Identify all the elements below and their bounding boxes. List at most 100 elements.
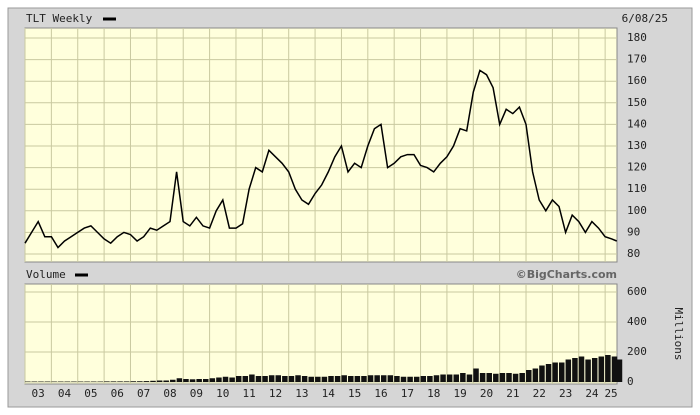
volume-bar <box>611 356 618 382</box>
y-tick-label: 0 <box>627 375 634 388</box>
x-tick-label: 20 <box>480 387 493 400</box>
volume-bar <box>598 356 605 382</box>
volume-bar <box>578 356 585 382</box>
volume-bar <box>486 373 492 382</box>
volume-bar <box>493 373 499 382</box>
y-tick-label: 200 <box>627 345 647 358</box>
volume-bar <box>183 379 189 382</box>
x-tick-label: 04 <box>58 387 72 400</box>
volume-bar <box>552 362 558 382</box>
volume-bar <box>301 376 308 382</box>
x-tick-label: 06 <box>111 387 124 400</box>
volume-bar <box>348 376 354 382</box>
volume-bar <box>268 375 275 382</box>
volume-bar <box>308 376 314 382</box>
volume-bar <box>380 375 387 382</box>
volume-bar <box>328 376 334 382</box>
chart-title: TLT Weekly <box>26 12 93 25</box>
x-tick-label: 14 <box>322 387 336 400</box>
volume-bar <box>526 370 532 382</box>
annotation: ©BigCharts.com <box>516 268 617 281</box>
volume-bar <box>374 375 380 382</box>
volume-bar <box>288 376 295 382</box>
volume-bar <box>440 374 446 382</box>
y-tick-label: 100 <box>627 204 647 217</box>
volume-bar <box>585 359 591 382</box>
x-tick-label: 10 <box>216 387 229 400</box>
volume-bar <box>532 368 539 382</box>
y-tick-label: 80 <box>627 247 640 260</box>
date-label: 6/08/25 <box>622 12 668 25</box>
volume-bar <box>321 376 328 382</box>
y-tick-label: 130 <box>627 139 647 152</box>
volume-bar <box>545 364 552 382</box>
y-tick-label: 90 <box>627 225 640 238</box>
volume-plot <box>24 283 618 385</box>
volume-bar <box>460 373 466 382</box>
volume-bar <box>170 379 176 382</box>
volume-bar <box>473 368 479 382</box>
volume-title: Volume <box>26 268 66 281</box>
x-tick-label: 23 <box>559 387 572 400</box>
x-tick-label: 05 <box>84 387 97 400</box>
x-tick-label: 03 <box>32 387 45 400</box>
x-tick-label: 24 <box>585 387 599 400</box>
volume-bar <box>150 380 156 382</box>
volume-bar <box>156 380 163 382</box>
y-tick-label: 110 <box>627 182 647 195</box>
price-plot <box>24 27 618 263</box>
y-axis-label: Millions <box>672 308 685 361</box>
volume-bar <box>506 373 512 382</box>
volume-bar <box>315 376 321 382</box>
volume-bar <box>163 380 169 382</box>
y-tick-label: 180 <box>627 31 647 44</box>
y-tick-label: 120 <box>627 161 647 174</box>
x-tick-label: 08 <box>163 387 176 400</box>
volume-bar <box>104 381 110 382</box>
volume-bar <box>427 376 433 382</box>
volume-bar <box>367 375 374 382</box>
volume-bar <box>453 374 460 382</box>
volume-bar <box>216 377 222 382</box>
x-tick-label: 17 <box>401 387 414 400</box>
volume-bar <box>176 378 183 382</box>
x-tick-label: 09 <box>190 387 203 400</box>
volume-bar <box>394 376 400 382</box>
volume-bar <box>222 376 229 382</box>
y-tick-label: 150 <box>627 96 647 109</box>
volume-bar <box>479 373 486 382</box>
x-tick-label: 25 <box>604 387 617 400</box>
volume-bar <box>499 373 506 382</box>
volume-bar <box>123 381 130 382</box>
volume-bar <box>130 381 136 382</box>
volume-bar <box>202 379 209 382</box>
volume-bar <box>519 373 525 382</box>
volume-bar <box>572 358 578 382</box>
x-tick-label: 19 <box>453 387 466 400</box>
volume-bar <box>361 376 367 382</box>
volume-bar <box>565 359 572 382</box>
y-tick-label: 400 <box>627 315 647 328</box>
y-tick-label: 160 <box>627 74 647 87</box>
volume-bar <box>400 376 407 382</box>
x-tick-label: 22 <box>533 387 546 400</box>
volume-bar <box>117 381 123 382</box>
volume-bar <box>255 376 262 382</box>
volume-bar <box>420 376 427 382</box>
volume-bar <box>387 375 394 382</box>
volume-bar <box>137 381 143 382</box>
x-tick-label: 15 <box>348 387 361 400</box>
volume-bar <box>605 355 611 382</box>
volume-bar <box>229 377 235 382</box>
volume-bar <box>110 381 117 382</box>
volume-bar <box>354 376 361 382</box>
volume-bar <box>413 376 420 382</box>
x-tick-label: 12 <box>269 387 282 400</box>
x-tick-label: 11 <box>243 387 256 400</box>
volume-bar <box>341 375 347 382</box>
volume-bar <box>262 376 268 382</box>
volume-bar <box>591 358 598 382</box>
volume-bar <box>242 376 249 382</box>
